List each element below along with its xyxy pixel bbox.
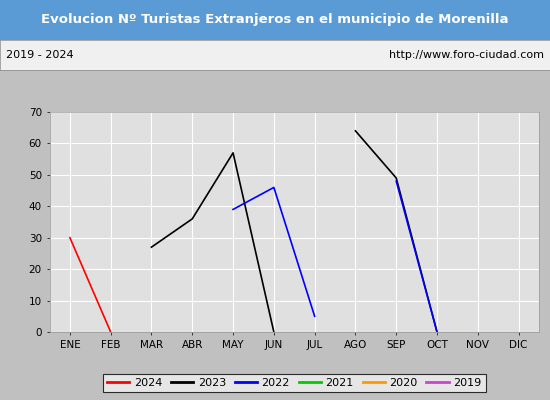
Legend: 2024, 2023, 2022, 2021, 2020, 2019: 2024, 2023, 2022, 2021, 2020, 2019 <box>103 374 486 392</box>
Text: http://www.foro-ciudad.com: http://www.foro-ciudad.com <box>389 50 544 60</box>
Text: Evolucion Nº Turistas Extranjeros en el municipio de Morenilla: Evolucion Nº Turistas Extranjeros en el … <box>41 14 509 26</box>
Text: 2019 - 2024: 2019 - 2024 <box>6 50 73 60</box>
